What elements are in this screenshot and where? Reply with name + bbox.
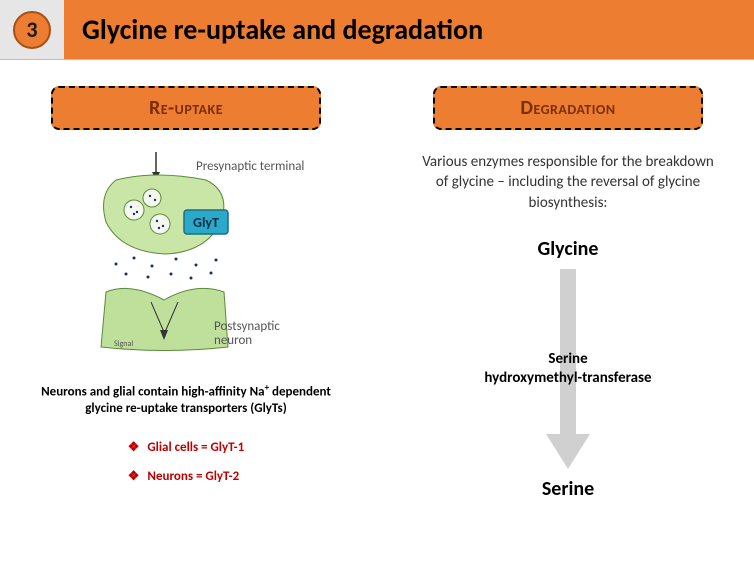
pathway-arrow-wrap: Serinehydroxymethyl-transferase [508, 269, 628, 469]
synapse-svg: GlyT Presynaptic terminal Postsynapticne… [56, 152, 316, 352]
synapse-diagram: GlyT Presynaptic terminal Postsynapticne… [56, 152, 316, 352]
slide-header: 3 Glycine re-uptake and degradation [0, 0, 754, 60]
bullet-glial: Glial cells = GlyT-1 [128, 434, 245, 463]
glyt-bullets: Glial cells = GlyT-1 Neurons = GlyT-2 [128, 434, 245, 491]
slide-title: Glycine re-uptake and degradation [64, 0, 754, 60]
reuptake-caption: Neurons and glial contain high-affinity … [30, 382, 342, 418]
degradation-column: Degradation Various enzymes responsible … [412, 86, 724, 501]
reuptake-column: Re-uptake GlyT [30, 86, 342, 501]
enzyme-label: Serinehydroxymethyl-transferase [468, 350, 668, 388]
svg-text:Presynaptic terminal: Presynaptic terminal [196, 159, 304, 174]
bullet-neurons: Neurons = GlyT-2 [128, 463, 245, 492]
content-columns: Re-uptake GlyT [0, 60, 754, 501]
slide-number-wrap: 3 [0, 0, 64, 60]
slide-number-badge: 3 [13, 11, 51, 49]
degradation-intro: Various enzymes responsible for the brea… [418, 152, 718, 213]
reuptake-heading: Re-uptake [51, 86, 321, 130]
pathway-to: Serine [542, 477, 594, 501]
svg-text:Postsynapticneuron: Postsynapticneuron [214, 319, 280, 348]
degradation-heading: Degradation [433, 86, 703, 130]
svg-text:Signal: Signal [114, 339, 133, 349]
pathway-from: Glycine [538, 237, 599, 261]
svg-text:GlyT: GlyT [193, 214, 219, 231]
degradation-pathway: Glycine Serinehydroxymethyl-transferase … [508, 237, 628, 501]
